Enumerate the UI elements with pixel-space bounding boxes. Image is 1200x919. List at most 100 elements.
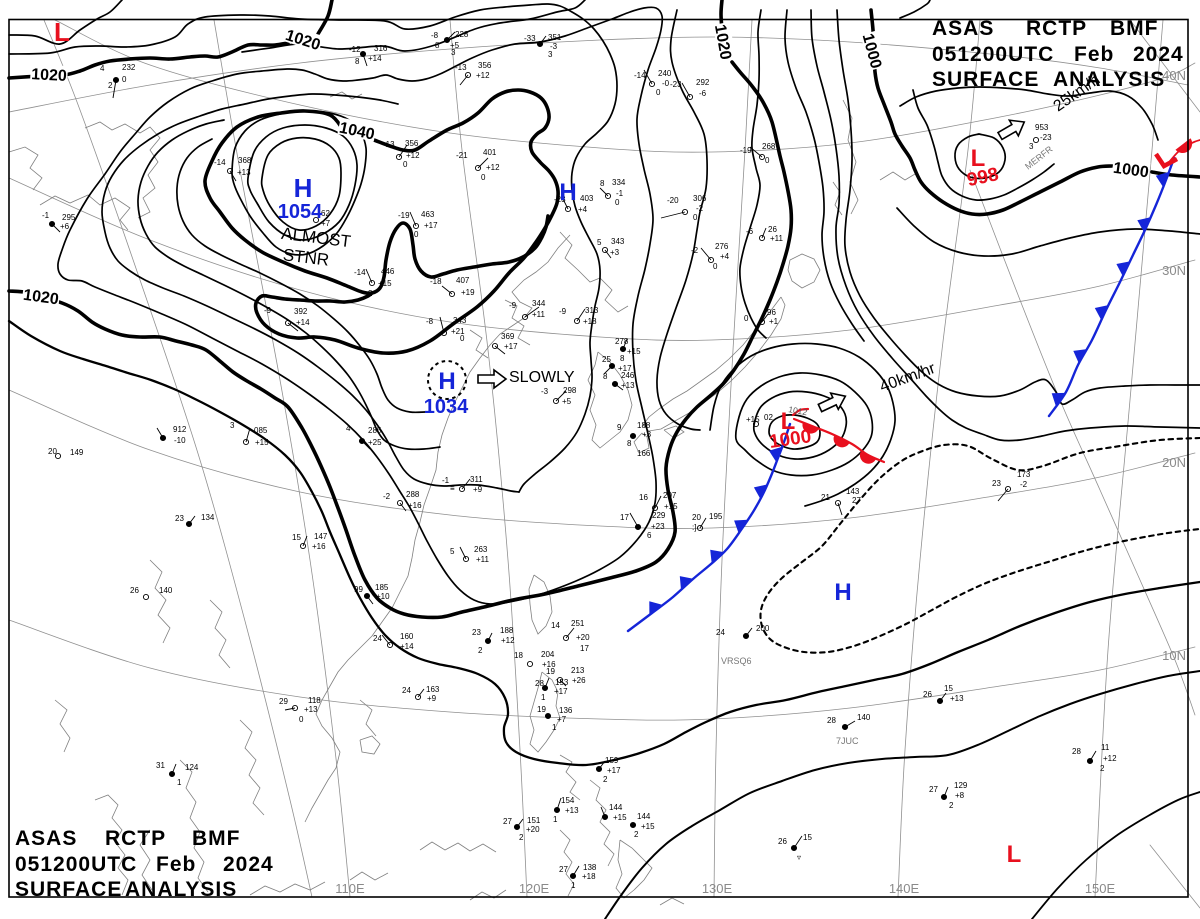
svg-text:26: 26 bbox=[778, 837, 787, 846]
svg-text:31: 31 bbox=[156, 761, 165, 770]
svg-text:136: 136 bbox=[559, 706, 573, 715]
svg-text:268: 268 bbox=[762, 142, 776, 151]
svg-text:RCTP: RCTP bbox=[1026, 17, 1087, 40]
svg-text:Feb: Feb bbox=[1074, 43, 1114, 66]
svg-text:051200UTC: 051200UTC bbox=[932, 43, 1054, 66]
svg-text:5: 5 bbox=[597, 238, 602, 247]
svg-text:-9: -9 bbox=[509, 301, 517, 310]
svg-text:+17: +17 bbox=[618, 364, 632, 373]
svg-text:27: 27 bbox=[852, 496, 861, 505]
svg-text:147: 147 bbox=[314, 532, 328, 541]
svg-text:+13: +13 bbox=[304, 705, 318, 714]
svg-text:2: 2 bbox=[1100, 764, 1105, 773]
svg-text:-14: -14 bbox=[214, 158, 226, 167]
svg-text:21: 21 bbox=[821, 493, 830, 502]
svg-text:8: 8 bbox=[603, 372, 608, 381]
svg-text:▿: ▿ bbox=[797, 853, 801, 862]
svg-text:2: 2 bbox=[478, 646, 483, 655]
svg-text:-6: -6 bbox=[699, 89, 707, 98]
svg-text:+12: +12 bbox=[476, 71, 490, 80]
svg-text:-8: -8 bbox=[426, 317, 434, 326]
svg-text:0: 0 bbox=[122, 75, 127, 84]
svg-text:1: 1 bbox=[177, 778, 182, 787]
svg-text:1000: 1000 bbox=[1112, 160, 1150, 182]
svg-text:0: 0 bbox=[403, 160, 408, 169]
svg-text:26: 26 bbox=[768, 225, 777, 234]
svg-text:368: 368 bbox=[238, 156, 252, 165]
svg-text:1: 1 bbox=[553, 815, 558, 824]
svg-text:+15: +15 bbox=[664, 502, 678, 511]
svg-text:+15: +15 bbox=[255, 438, 269, 447]
svg-text:-33: -33 bbox=[524, 34, 536, 43]
svg-text:-23: -23 bbox=[670, 80, 682, 89]
svg-text:051200UTC: 051200UTC bbox=[15, 853, 137, 876]
svg-text:+12: +12 bbox=[501, 636, 515, 645]
svg-text:213: 213 bbox=[571, 666, 585, 675]
svg-text:L: L bbox=[971, 145, 986, 172]
svg-text:96: 96 bbox=[767, 308, 776, 317]
svg-text:-23: -23 bbox=[554, 195, 566, 204]
svg-text:153: 153 bbox=[555, 678, 569, 687]
svg-text:≡: ≡ bbox=[450, 484, 455, 493]
svg-text:129: 129 bbox=[954, 781, 968, 790]
svg-text:0: 0 bbox=[765, 156, 770, 165]
svg-text:10N: 10N bbox=[1162, 648, 1186, 663]
svg-text:18: 18 bbox=[514, 651, 523, 660]
svg-text:19: 19 bbox=[537, 705, 546, 714]
svg-text:118: 118 bbox=[308, 696, 321, 705]
svg-text:+17: +17 bbox=[504, 342, 518, 351]
svg-text:0: 0 bbox=[713, 262, 718, 271]
svg-text:407: 407 bbox=[456, 276, 470, 285]
svg-text:+21: +21 bbox=[451, 327, 465, 336]
svg-text:313: 313 bbox=[585, 306, 599, 315]
svg-text:-3: -3 bbox=[550, 42, 558, 51]
svg-text:-10: -10 bbox=[174, 436, 186, 445]
svg-text:0: 0 bbox=[299, 715, 304, 724]
svg-text:+11: +11 bbox=[532, 310, 546, 319]
svg-text:H: H bbox=[294, 173, 313, 203]
svg-text:3: 3 bbox=[230, 421, 235, 430]
svg-text:28: 28 bbox=[535, 679, 544, 688]
svg-text:+20: +20 bbox=[576, 633, 590, 642]
svg-text:953: 953 bbox=[1035, 123, 1049, 132]
svg-text:-23: -23 bbox=[1040, 133, 1052, 142]
svg-text:+11: +11 bbox=[770, 234, 784, 243]
svg-text:+25: +25 bbox=[368, 438, 382, 447]
svg-text:+18: +18 bbox=[583, 317, 597, 326]
svg-text:28: 28 bbox=[1072, 747, 1081, 756]
svg-text:-1: -1 bbox=[42, 211, 50, 220]
svg-text:1020: 1020 bbox=[22, 287, 60, 309]
svg-text:VRSQ6: VRSQ6 bbox=[721, 656, 752, 666]
svg-text:-2: -2 bbox=[1020, 480, 1028, 489]
svg-text:+7: +7 bbox=[557, 715, 567, 724]
svg-text:+3: +3 bbox=[642, 430, 652, 439]
svg-text:+5: +5 bbox=[450, 41, 460, 50]
svg-text:-14: -14 bbox=[634, 71, 646, 80]
svg-text:144: 144 bbox=[637, 812, 651, 821]
svg-text:24: 24 bbox=[373, 634, 382, 643]
svg-text:25: 25 bbox=[602, 355, 611, 364]
svg-text:+23: +23 bbox=[651, 522, 665, 531]
svg-text:-14: -14 bbox=[354, 268, 366, 277]
svg-text:+1: +1 bbox=[769, 317, 779, 326]
svg-text:16: 16 bbox=[639, 493, 648, 502]
svg-text:1: 1 bbox=[541, 693, 546, 702]
svg-text:204: 204 bbox=[541, 650, 555, 659]
svg-text:+9: +9 bbox=[473, 485, 483, 494]
svg-text:23: 23 bbox=[472, 628, 481, 637]
svg-text::]: :] bbox=[692, 523, 696, 532]
svg-text:5: 5 bbox=[450, 547, 455, 556]
svg-text:140: 140 bbox=[159, 586, 173, 595]
svg-text:28: 28 bbox=[827, 716, 836, 725]
svg-text:1054: 1054 bbox=[278, 201, 323, 223]
svg-text:195: 195 bbox=[709, 512, 723, 521]
svg-text:+20: +20 bbox=[526, 825, 540, 834]
svg-text:3: 3 bbox=[548, 50, 553, 59]
svg-text:15: 15 bbox=[944, 684, 953, 693]
svg-text:0: 0 bbox=[481, 173, 486, 182]
svg-text:344: 344 bbox=[532, 299, 546, 308]
svg-text:403: 403 bbox=[580, 194, 594, 203]
svg-text:+13: +13 bbox=[565, 806, 579, 815]
svg-text:+16: +16 bbox=[408, 501, 422, 510]
svg-text:7JUC: 7JUC bbox=[836, 736, 859, 746]
